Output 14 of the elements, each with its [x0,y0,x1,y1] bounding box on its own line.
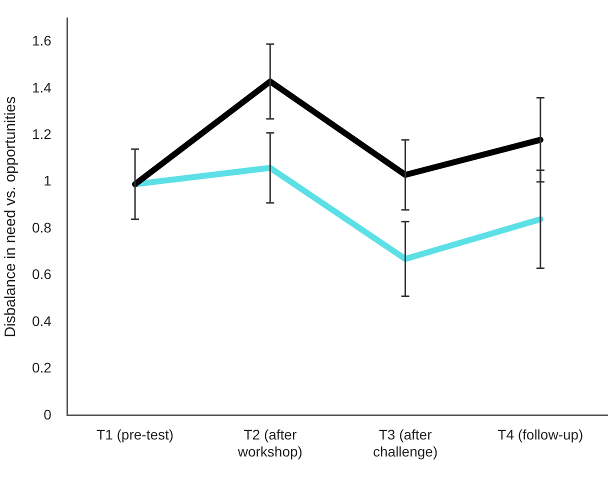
x-tick-label: T4 (follow-up) [498,426,584,443]
y-tick-label: 0.6 [32,266,52,282]
y-tick-label: 0 [44,406,52,422]
y-tick-label: 1.6 [32,32,52,49]
y-tick-label: 1 [44,172,52,189]
y-tick-label: 0.8 [32,219,52,236]
y-tick-label: 1.4 [32,79,52,96]
x-tick-label: T3 (after challenge) [372,426,438,460]
x-tick-label: T2 (after workshop) [236,426,302,460]
y-tick-label: 0.4 [32,312,52,329]
y-tick-label: 1.2 [32,126,52,142]
x-tick-label: T1 (pre-test) [96,426,174,443]
y-tick-label: 0.2 [32,360,52,376]
y-axis-title: Disbalance in need vs. opportunities [2,96,20,338]
